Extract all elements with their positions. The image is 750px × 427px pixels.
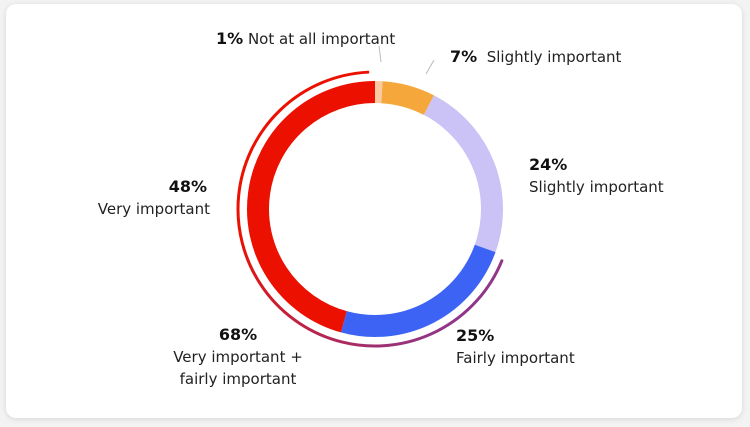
label: 68% Very important + fairly important — [168, 324, 308, 390]
value-label: 68% — [218, 325, 258, 344]
value-label: 25% — [456, 326, 495, 345]
value-label: 1% — [216, 29, 244, 48]
category-label: Fairly important — [456, 349, 575, 367]
combined-arc — [236, 70, 504, 348]
category-label: Very important — [97, 200, 210, 218]
category-label: Slightly important — [529, 178, 664, 196]
label: 24% Slightly important — [529, 154, 664, 198]
label: 48% Very important — [60, 176, 210, 220]
leader-line — [425, 59, 435, 75]
label: 1% Not at all important — [216, 28, 395, 50]
value-label: 7% — [450, 47, 478, 66]
donut-segment — [423, 95, 503, 253]
label: 25% Fairly important — [456, 325, 575, 369]
category-label: Very important + fairly important — [173, 348, 303, 388]
leader-line — [378, 45, 382, 63]
label: 7% Slightly important — [450, 46, 621, 68]
donut-segment — [247, 81, 376, 333]
value-label: 48% — [168, 177, 207, 196]
category-label: Slightly important — [486, 48, 622, 66]
donut-segment — [340, 244, 496, 337]
donut-segment — [381, 81, 434, 116]
category-label: Not at all important — [247, 30, 396, 48]
value-label: 24% — [529, 155, 568, 174]
card — [6, 4, 742, 418]
